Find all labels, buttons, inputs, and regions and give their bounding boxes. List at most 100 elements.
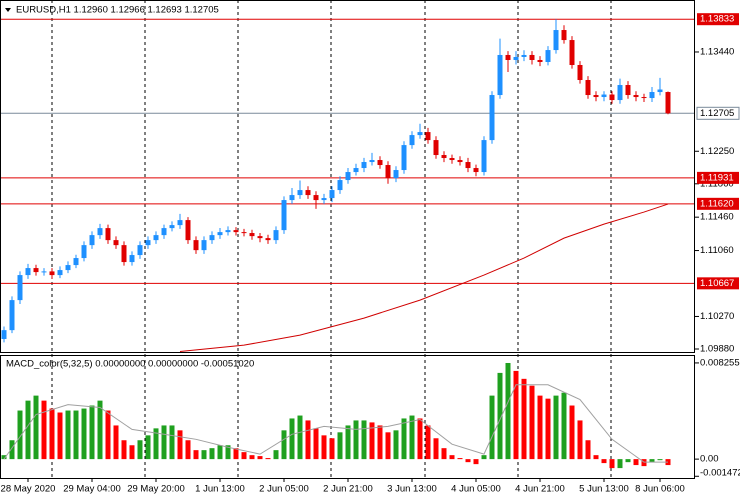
candle-body [361,162,367,169]
macd-bar [417,418,423,460]
y-tick-label: 1.10270 [700,311,734,322]
candle-body [297,190,303,196]
macd-bar [473,459,479,465]
candle-body [449,158,455,161]
current-price-box [696,106,740,120]
candle-body [249,233,255,237]
macd-bar [441,448,447,460]
macd-bar [505,362,511,460]
candle-body [641,97,647,99]
macd-bar [249,455,255,460]
moving-average [179,203,669,352]
macd-bar [17,410,23,460]
x-tick-label: 4 Jun 21:00 [515,484,565,495]
macd-bar [153,428,159,460]
candle-body [617,85,623,101]
macd-bar [561,392,567,460]
candle-body [553,30,559,51]
macd-bar [345,425,351,460]
candle-body [585,80,591,96]
candle-body [65,265,71,271]
macd-bar [273,450,279,460]
candle-body [369,160,375,163]
macd-bar [537,395,543,460]
macd-bar [521,378,527,460]
candle-body [385,165,391,179]
macd-bar [265,458,271,460]
macd-bar [41,400,47,460]
candle-body [129,255,135,263]
macd-bar [65,410,71,460]
macd-bar [497,372,503,460]
macd-bar [593,455,599,460]
macd-bar [209,448,215,460]
macd-bar [313,428,319,460]
candle-body [153,235,159,241]
candle-body [169,225,175,229]
macd-bar [225,445,231,460]
candle-body [577,64,583,81]
candle-body [321,198,327,201]
macd-bar [97,400,103,460]
macd-bar [321,435,327,460]
level-label: 1.10667 [700,278,734,289]
candle-body [49,271,55,276]
macd-bar [137,440,143,460]
candle-body [601,94,607,98]
macd-bar [553,395,559,460]
x-tick-label: 28 May 2020 [1,484,56,495]
macd-bar [145,435,151,460]
plot-layer [0,18,695,469]
y-tick-label: 1.13440 [700,46,734,57]
y-tick-label: 1.09880 [700,344,734,355]
macd-bar [457,458,463,460]
macd-bar [73,410,79,460]
candle-body [233,230,239,233]
candle-body [337,180,343,191]
candle-body [393,170,399,179]
candle-body [73,258,79,266]
x-tick-label: 3 Jun 13:00 [387,484,437,495]
current-price-label: 1.12705 [700,108,734,119]
candle-body [345,172,351,181]
macd-bar [545,398,551,460]
macd-bar [193,450,199,460]
candle-body [305,190,311,196]
macd-bar [257,456,263,460]
macd-bar [657,459,663,461]
candle-body [209,235,215,241]
candle-body [505,54,511,60]
candle-body [513,56,519,60]
level-label-box [697,13,739,26]
macd-bar [449,455,455,460]
candle-body [561,30,567,41]
candle-body [657,89,663,93]
chart-title: EURUSD,H1 1.12960 1.12966 1.12693 1.1270… [16,5,219,16]
candle-body [417,132,423,136]
macd-y-tick-label: 0.0082555 [700,357,740,368]
macd-bar [169,425,175,460]
macd-title: MACD_color(5,32,5) 0.00000000 0.00000000… [6,359,254,370]
macd-bar [241,452,247,460]
macd-bar [609,459,615,469]
macd-bar [481,455,487,460]
macd-bar [233,448,239,460]
level-label-box [697,197,739,210]
candle-body [665,92,671,114]
x-tick-label: 2 Jun 21:00 [323,484,373,495]
candle-body [161,228,167,236]
x-tick-label: 8 Jun 06:00 [635,484,685,495]
level-label-box [697,171,739,184]
macd-bar [305,420,311,460]
macd-bar [401,418,407,460]
macd-bar [177,430,183,460]
macd-bar [529,385,535,460]
macd-bar [489,395,495,460]
candle-body [81,245,87,259]
candle-body [521,54,527,57]
macd-bar [1,455,7,460]
macd-bar [49,408,55,460]
candle-body [529,54,535,60]
x-tick-label: 29 May 04:00 [63,484,121,495]
macd-bar [617,459,623,469]
